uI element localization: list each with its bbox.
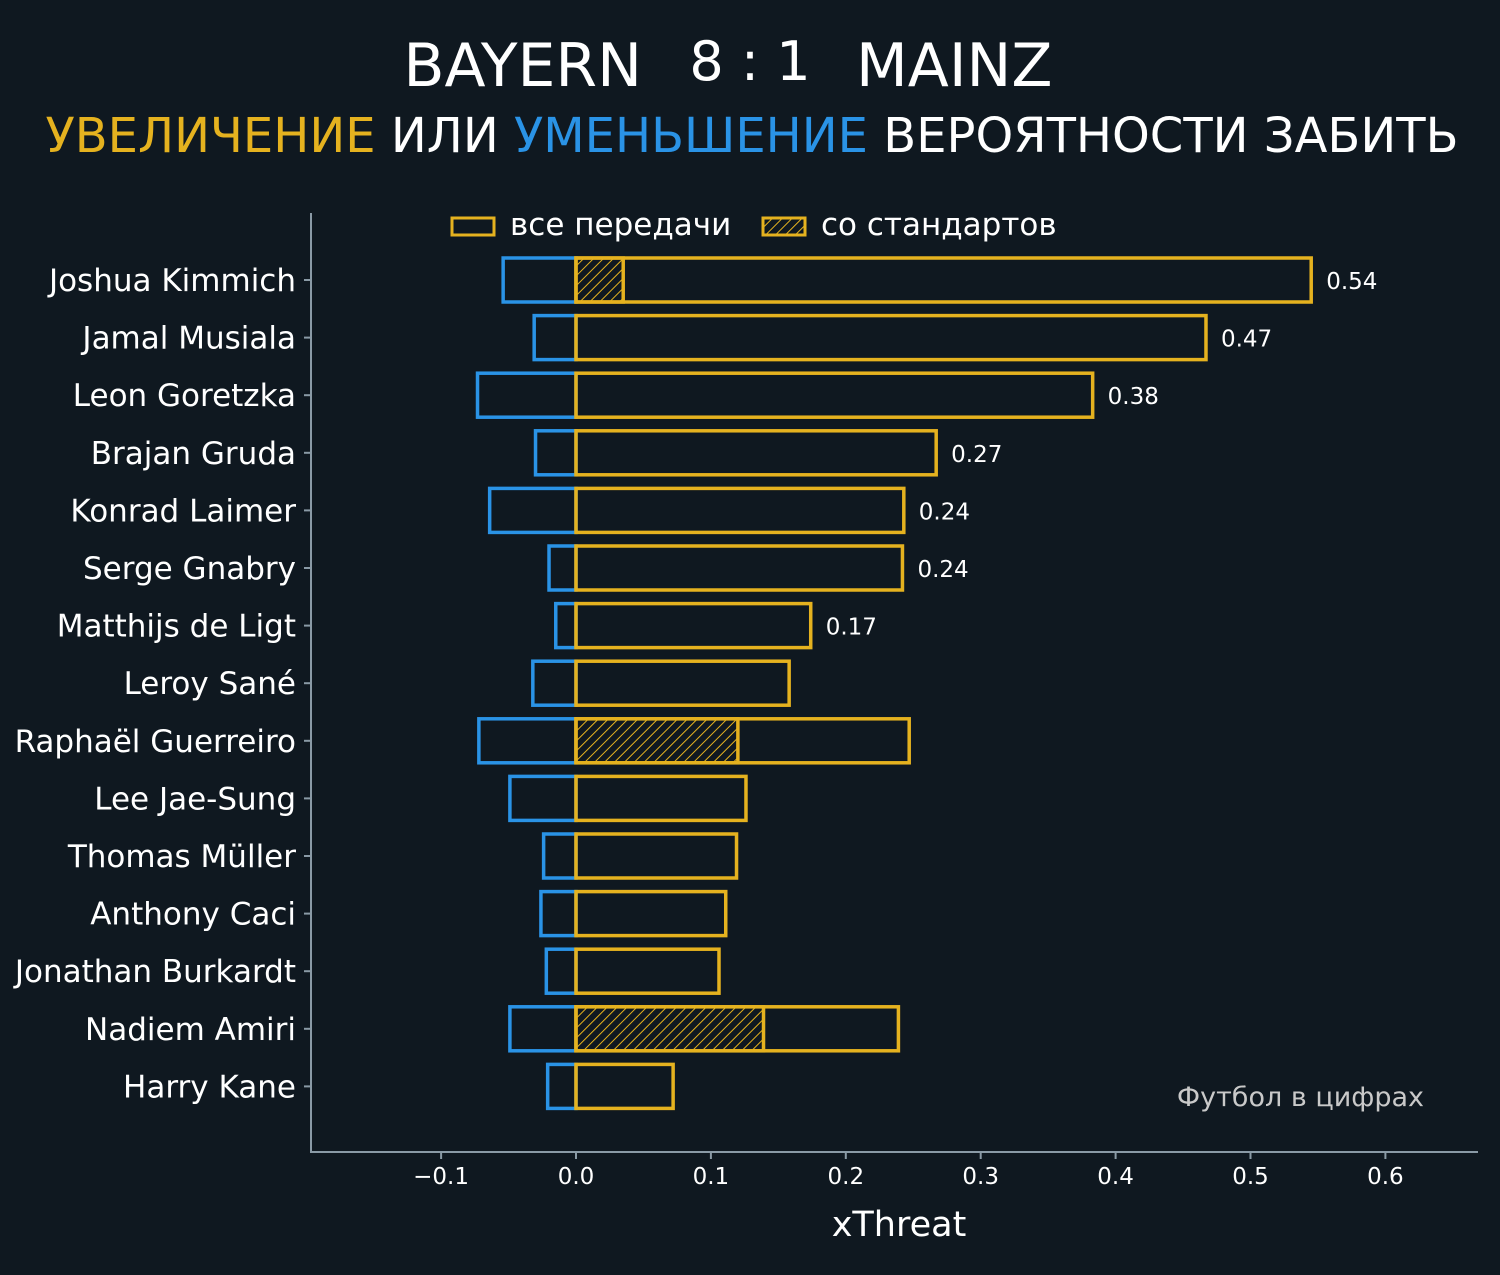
player-label: Leon Goretzka [73,378,296,414]
home-team-title: BAYERN [403,31,642,101]
negative-bar [545,1062,578,1111]
player-label: Joshua Kimmich [47,263,296,299]
positive-bar [574,371,1095,419]
player-label: Anthony Caci [90,897,296,933]
positive-bar [574,1062,675,1111]
set-piece-bar [574,1005,766,1053]
subtitle-rest: ВЕРОЯТНОСТИ ЗАБИТЬ [883,108,1458,164]
x-tick-label: 0.6 [1367,1164,1404,1190]
player-label: Jamal Musiala [80,321,296,357]
x-tick-label: −0.1 [413,1164,469,1190]
watermark: Футбол в цифрах [1177,1082,1424,1113]
negative-bar [539,889,578,938]
set-piece-bar [574,256,625,304]
x-tick-label: 0.0 [558,1164,595,1190]
bars-group: Joshua Kimmich 0.54 Jamal Musiala 0.47 Leon … [13,256,1377,1111]
positive-bar [574,601,813,650]
negative-bar [554,601,578,650]
player-label: Matthijs de Ligt [57,609,296,645]
negative-bar [501,256,578,304]
player-label: Serge Gnabry [83,551,296,587]
value-label: 0.38 [1108,384,1159,410]
x-tick-label: 0.1 [693,1164,730,1190]
negative-bar [477,717,578,765]
negative-bar [541,832,578,880]
player-label: Lee Jae-Sung [94,781,296,817]
score-title: 8 : 1 [689,30,810,93]
legend: все передачи со стандартов [450,207,1057,243]
player-label: Nadiem Amiri [85,1012,296,1048]
player-label: Leroy Sané [124,666,296,702]
positive-bar [574,429,938,477]
x-tick-label: 0.4 [1097,1164,1134,1190]
positive-bar [574,256,1313,304]
value-label: 0.54 [1326,269,1377,295]
subtitle-decrease: УМЕНЬШЕНИЕ [514,108,868,164]
positive-bar [574,544,905,592]
x-axis-title: xThreat [832,1205,967,1245]
positive-bar [574,313,1208,362]
x-tick-label: 0.5 [1232,1164,1269,1190]
negative-bar [475,371,578,419]
player-label: Jonathan Burkardt [13,954,296,990]
value-label: 0.24 [917,557,968,583]
player-label: Harry Kane [123,1069,296,1105]
value-label: 0.47 [1221,327,1272,353]
negative-bar [533,429,578,477]
x-tick-label: 0.3 [962,1164,999,1190]
positive-bar [574,1005,901,1053]
negative-bar [531,659,578,707]
set-piece-bar [574,717,740,765]
player-label: Thomas Müller [67,839,296,875]
subtitle-or: ИЛИ [391,108,499,164]
value-label: 0.24 [919,499,970,525]
negative-bar [508,1005,578,1053]
value-label: 0.27 [951,442,1002,468]
subtitle-increase: УВЕЛИЧЕНИЕ [45,108,375,164]
negative-bar [532,313,578,362]
positive-bar [574,774,748,823]
value-label: 0.17 [826,615,877,641]
player-label: Raphaël Guerreiro [15,724,296,760]
positive-bar [574,659,791,707]
x-tick-label: 0.2 [828,1164,865,1190]
negative-bar [544,947,578,995]
legend-all-passes-swatch [450,216,496,237]
positive-bar [574,947,721,995]
x-ticks-group: −0.1 0.0 0.1 0.2 0.3 0.4 0.5 0.6 [413,1152,1404,1190]
positive-bar [574,889,728,938]
negative-bar [508,774,578,823]
player-label: Konrad Laimer [70,493,296,529]
legend-set-pieces-swatch [761,216,807,237]
subtitle: УВЕЛИЧЕНИЕ ИЛИ УМЕНЬШЕНИЕ ВЕРОЯТНОСТИ ЗА… [45,108,1458,164]
player-label: Brajan Gruda [91,436,296,472]
positive-bar [574,717,911,765]
away-team-title: MAINZ [856,31,1053,101]
positive-bar [574,486,906,535]
legend-all-passes-label: все передачи [510,207,731,243]
positive-bar [574,832,739,880]
legend-set-pieces-label: со стандартов [821,207,1057,243]
negative-bar [487,486,578,535]
negative-bar [547,544,578,592]
